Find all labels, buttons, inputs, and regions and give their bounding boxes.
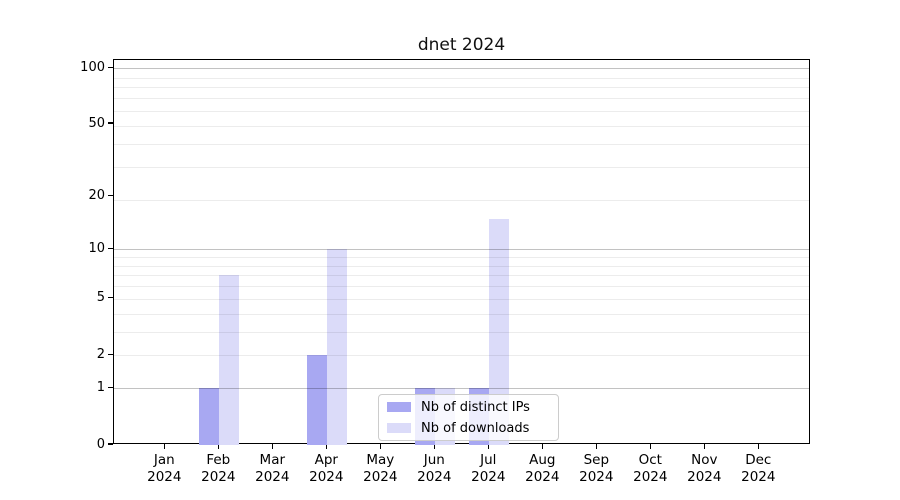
x-tick-label-nov: Nov 2024 [672,452,736,486]
y-tick-mark [108,247,113,249]
y-tick-label-5: 5 [96,290,105,306]
y-tick-mark [108,353,113,355]
y-tick-label-2: 2 [96,346,105,362]
x-tick-year: 2024 [687,469,722,485]
x-tick-month: Nov [691,452,718,468]
x-tick-year: 2024 [579,469,614,485]
x-tick-month: Jan [153,452,175,468]
x-tick-month: Mar [259,452,286,468]
x-tick-mark [163,444,165,449]
x-tick-month: May [366,452,395,468]
y-tick-label-20: 20 [88,187,105,203]
x-tick-label-aug: Aug 2024 [510,452,574,486]
x-tick-year: 2024 [201,469,236,485]
y-tick-mark [108,386,113,389]
legend-swatch-downloads [387,423,411,433]
y-tick-mark [108,297,113,299]
legend-label-downloads: Nb of downloads [421,420,530,436]
y-tick-label-1: 1 [96,379,105,395]
y-tick-label-100: 100 [80,59,105,75]
bar-distinct-ips-feb [199,388,220,445]
legend-item-distinct-ips: Nb of distinct IPs [387,397,558,418]
x-tick-label-may: May 2024 [348,452,412,486]
x-tick-month: Feb [206,452,231,468]
plot-area [113,59,810,445]
y-tick-label-10: 10 [88,240,105,256]
x-tick-mark [757,444,759,449]
x-tick-label-jul: Jul 2024 [456,452,520,486]
x-tick-year: 2024 [525,469,560,485]
x-tick-label-jun: Jun 2024 [402,452,466,486]
legend: Nb of distinct IPs Nb of downloads [378,394,559,441]
x-tick-year: 2024 [741,469,776,485]
x-tick-year: 2024 [147,469,182,485]
x-tick-month: Aug [529,452,556,468]
x-tick-year: 2024 [255,469,290,485]
y-tick-mark [108,443,113,445]
x-tick-mark [271,444,273,449]
x-tick-month: Apr [314,452,338,468]
x-tick-year: 2024 [633,469,668,485]
x-tick-mark [487,444,489,449]
x-tick-label-feb: Feb 2024 [186,452,250,486]
x-tick-mark [379,444,381,449]
bar-downloads-apr [327,249,348,445]
chart-title: dnet 2024 [417,35,506,55]
y-tick-label-50: 50 [88,115,105,131]
x-tick-year: 2024 [417,469,452,485]
bar-distinct-ips-apr [307,355,328,445]
x-tick-month: Jun [423,452,445,468]
x-tick-label-dec: Dec 2024 [726,452,790,486]
bars-layer [114,60,809,445]
x-tick-mark [541,444,543,449]
x-tick-mark [433,444,435,449]
x-tick-label-oct: Oct 2024 [618,452,682,486]
x-tick-mark [325,444,327,449]
legend-label-distinct-ips: Nb of distinct IPs [421,399,530,415]
x-tick-mark [595,444,597,449]
x-tick-label-sep: Sep 2024 [564,452,628,486]
x-tick-label-jan: Jan 2024 [132,452,196,486]
x-tick-mark [703,444,705,449]
y-tick-mark [108,66,113,68]
legend-item-downloads: Nb of downloads [387,418,558,439]
x-tick-mark [217,444,219,449]
x-tick-label-mar: Mar 2024 [240,452,304,486]
x-tick-mark [649,444,651,449]
y-tick-mark [108,122,113,124]
x-tick-label-apr: Apr 2024 [294,452,358,486]
x-tick-month: Sep [583,452,610,468]
x-tick-month: Jul [480,452,497,468]
x-tick-year: 2024 [363,469,398,485]
y-tick-label-0: 0 [96,436,105,452]
x-tick-month: Dec [745,452,772,468]
x-tick-year: 2024 [309,469,344,485]
x-tick-month: Oct [638,452,662,468]
bar-downloads-feb [219,275,240,445]
bar-downloads-jul [489,218,510,445]
x-tick-year: 2024 [471,469,506,485]
legend-swatch-distinct-ips [387,402,411,412]
y-tick-mark [108,194,113,197]
